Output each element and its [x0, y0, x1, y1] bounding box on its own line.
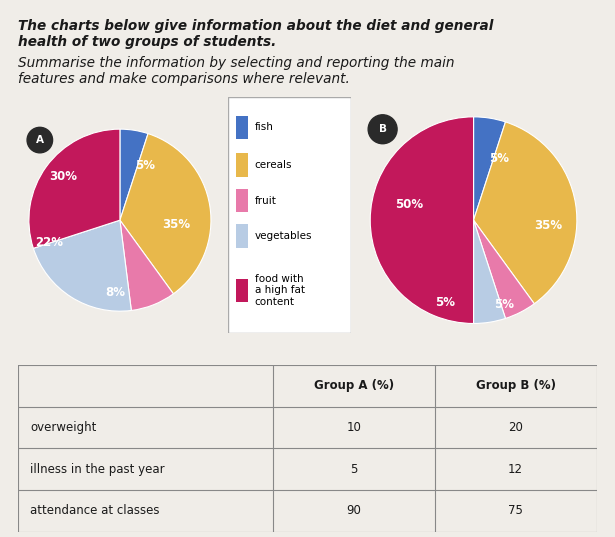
Text: 35%: 35%	[534, 219, 562, 232]
Text: 35%: 35%	[162, 218, 191, 231]
Circle shape	[27, 127, 52, 153]
Wedge shape	[29, 129, 120, 248]
Text: vegetables: vegetables	[255, 231, 312, 241]
Bar	[236, 154, 248, 177]
Wedge shape	[120, 134, 211, 294]
Text: 90: 90	[346, 504, 361, 517]
Text: 8%: 8%	[105, 286, 125, 300]
Text: Group A (%): Group A (%)	[314, 380, 394, 393]
Wedge shape	[370, 117, 474, 323]
Text: 30%: 30%	[49, 170, 77, 183]
Text: The charts below give information about the diet and general: The charts below give information about …	[18, 19, 494, 33]
Text: A: A	[36, 135, 44, 145]
Text: 22%: 22%	[35, 236, 63, 249]
Text: 5%: 5%	[490, 151, 509, 165]
Circle shape	[368, 115, 397, 144]
Text: Group B (%): Group B (%)	[475, 380, 555, 393]
Bar	[236, 224, 248, 248]
Text: fish: fish	[255, 122, 274, 133]
Wedge shape	[33, 220, 132, 311]
Bar	[236, 279, 248, 302]
Text: cereals: cereals	[255, 160, 292, 170]
Text: Summarise the information by selecting and reporting the main: Summarise the information by selecting a…	[18, 56, 455, 70]
Wedge shape	[474, 220, 534, 318]
Text: 5%: 5%	[494, 299, 515, 311]
Text: features and make comparisons where relevant.: features and make comparisons where rele…	[18, 72, 351, 86]
Text: 5%: 5%	[135, 159, 156, 172]
Text: attendance at classes: attendance at classes	[30, 504, 159, 517]
Bar	[236, 189, 248, 213]
Text: 75: 75	[508, 504, 523, 517]
Text: 12: 12	[508, 463, 523, 476]
Text: 5%: 5%	[435, 296, 454, 309]
Wedge shape	[120, 220, 173, 310]
Text: food with
a high fat
content: food with a high fat content	[255, 274, 304, 307]
Wedge shape	[474, 122, 577, 304]
Text: overweight: overweight	[30, 421, 97, 434]
Text: 20: 20	[508, 421, 523, 434]
Text: illness in the past year: illness in the past year	[30, 463, 165, 476]
Bar	[236, 115, 248, 139]
Text: B: B	[379, 124, 387, 134]
Text: 5: 5	[350, 463, 357, 476]
Text: 10: 10	[346, 421, 361, 434]
Wedge shape	[474, 220, 506, 323]
FancyBboxPatch shape	[228, 97, 351, 333]
Wedge shape	[120, 129, 148, 220]
Text: fruit: fruit	[255, 195, 277, 206]
Text: 50%: 50%	[395, 198, 424, 211]
Text: health of two groups of students.: health of two groups of students.	[18, 35, 277, 49]
Wedge shape	[474, 117, 506, 220]
